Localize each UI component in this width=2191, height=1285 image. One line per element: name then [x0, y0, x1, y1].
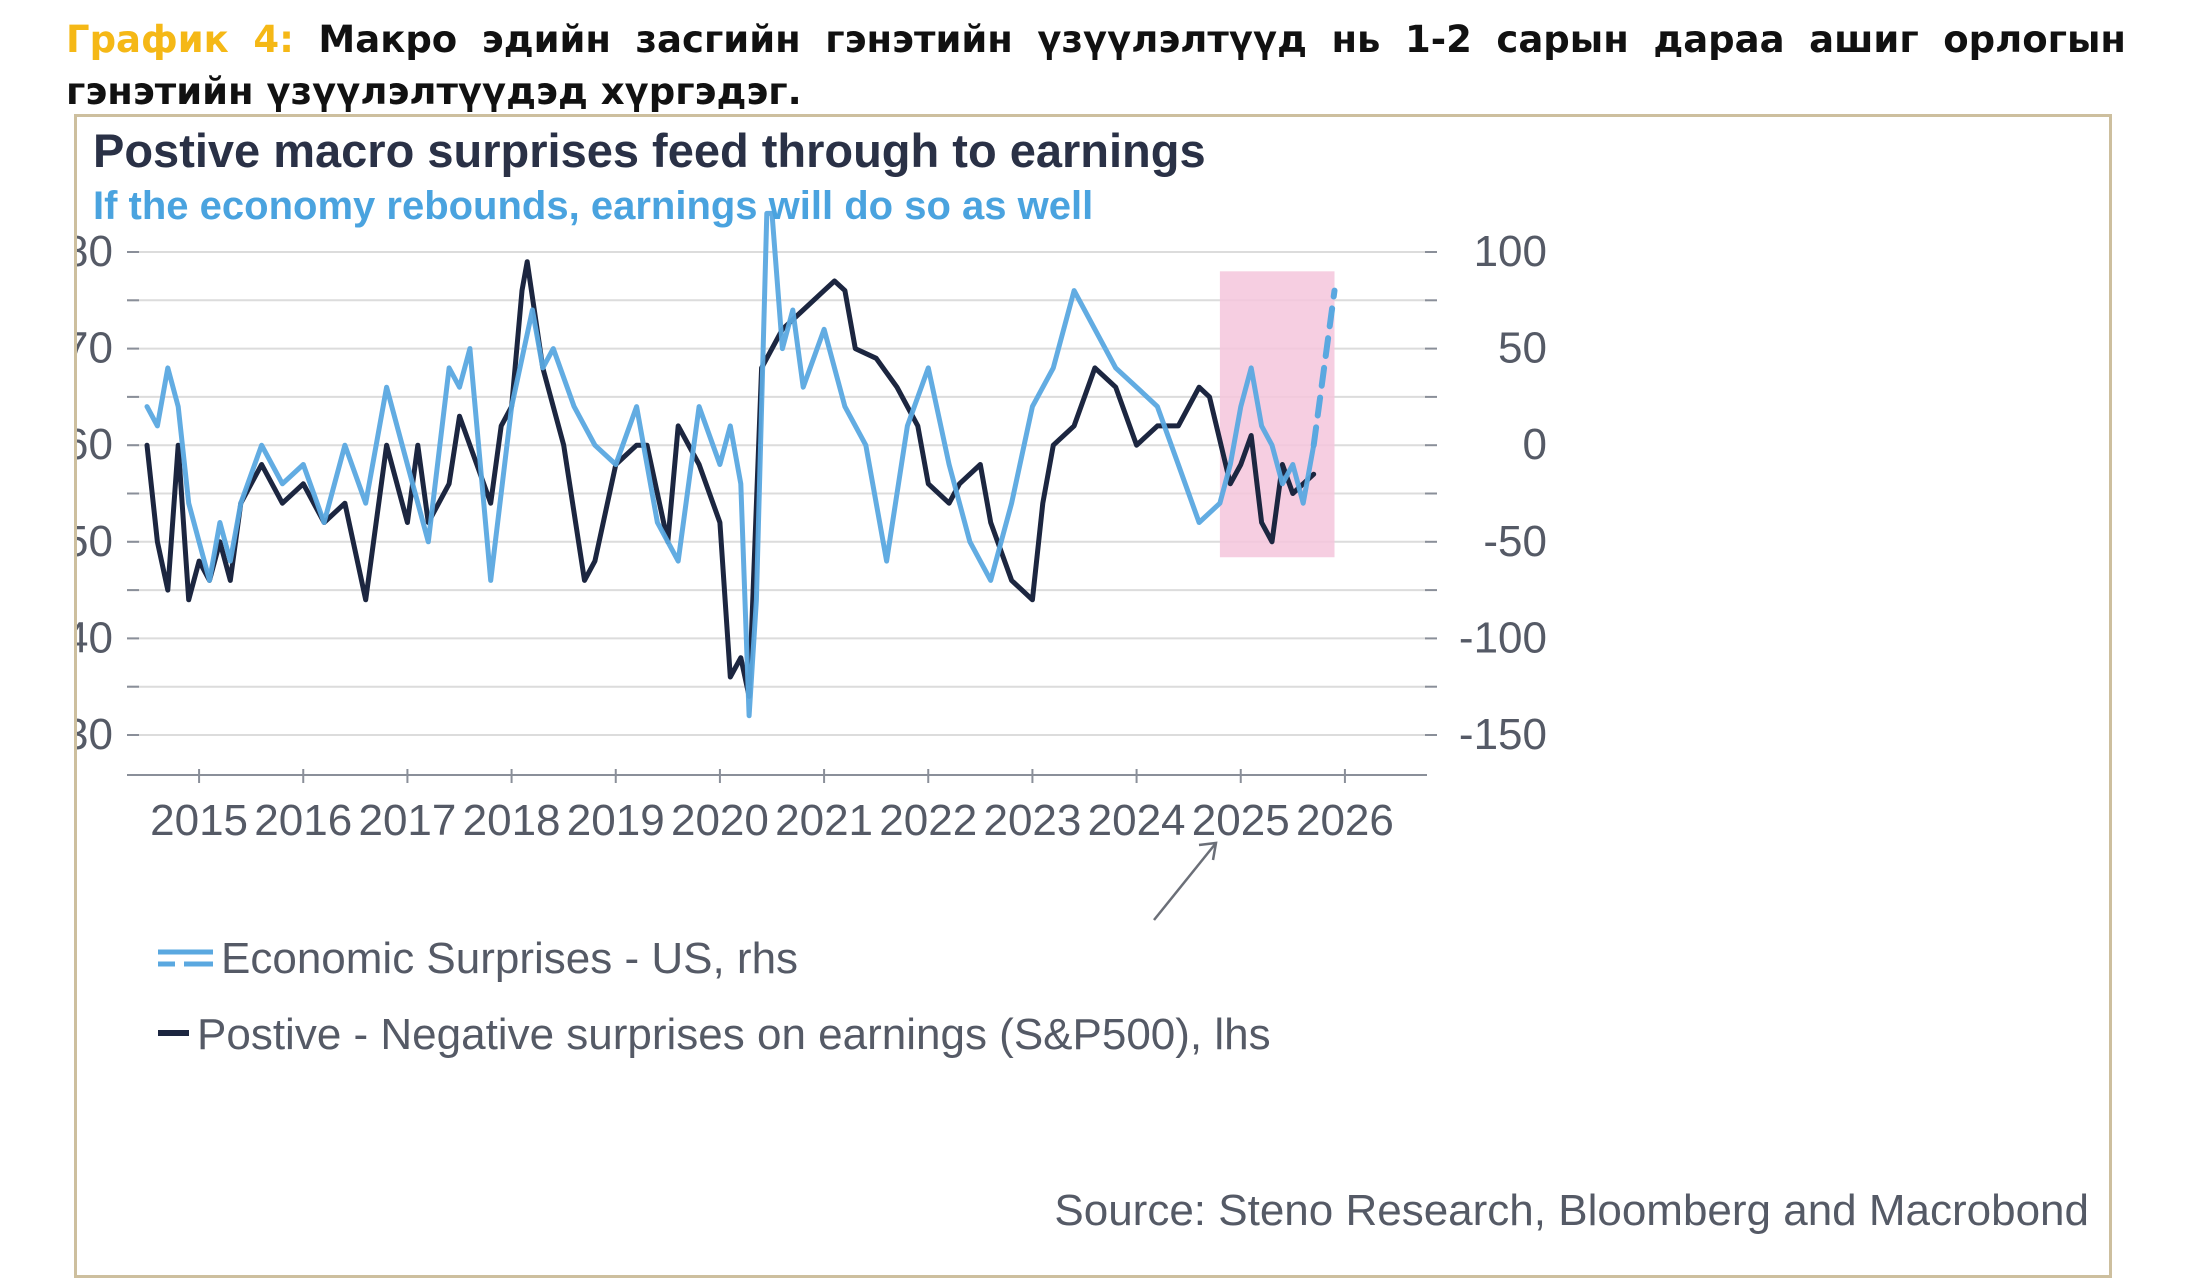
x-axis-tick-label: 2017: [358, 796, 456, 845]
left-axis-tick-label: 30: [77, 710, 113, 759]
right-axis-tick-label: -150: [1459, 710, 1547, 759]
x-axis-tick-label: 2019: [567, 796, 665, 845]
series-layer: [144, 210, 1338, 719]
x-axis-tick-label: 2016: [254, 796, 352, 845]
left-axis-tick-label: 70: [77, 324, 113, 373]
caption-text: Макро эдийн засгийн гэнэтийн үзүүлэлтүүд…: [66, 18, 2126, 113]
x-axis-tick-label: 2018: [463, 796, 561, 845]
series-forecast-economic-surprises: [1310, 287, 1338, 449]
x-axis-tick-label: 2020: [671, 796, 769, 845]
right-axis-tick-label: -50: [1483, 517, 1547, 566]
right-axis-tick-label: 0: [1523, 420, 1547, 469]
x-axis-tick-label: 2015: [150, 796, 248, 845]
right-axis-tick-label: 50: [1498, 324, 1547, 373]
chart-title: Postive macro surprises feed through to …: [93, 124, 1206, 177]
left-axis-tick-label: 80: [77, 227, 113, 276]
series-line-earnings-surprises: [144, 259, 1317, 699]
caption-label: График 4:: [66, 18, 294, 61]
legend-label-earnings-surprises: Postive - Negative surprises on earnings…: [197, 1010, 1271, 1059]
figure-caption: График 4: Макро эдийн засгийн гэнэтийн ү…: [66, 14, 2126, 118]
legend-label-economic-surprises: Economic Surprises - US, rhs: [221, 934, 798, 983]
right-axis-tick-label: -100: [1459, 613, 1547, 662]
arrow-head: [1198, 841, 1218, 861]
left-axis-tick-label: 60: [77, 420, 113, 469]
legend-item-earnings-surprises: Postive - Negative surprises on earnings…: [158, 1010, 1271, 1059]
legend: Economic Surprises - US, rhs Postive - N…: [158, 934, 1271, 1059]
x-axis-tick-label: 2021: [775, 796, 873, 845]
x-axis-tick-label: 2023: [983, 796, 1081, 845]
x-axis-tick-label: 2022: [879, 796, 977, 845]
x-axis-tick-label: 2024: [1088, 796, 1186, 845]
series-line-economic-surprises: [144, 210, 1317, 719]
left-axis-tick-label: 50: [77, 517, 113, 566]
annotation-arrow: [1153, 841, 1218, 921]
chart-subtitle: If the economy rebounds, earnings will d…: [93, 184, 1093, 228]
arrow-shaft: [1153, 842, 1217, 921]
x-axis-tick-label: 2025: [1192, 796, 1290, 845]
axis-layer: 807060504030100500-50-100-15020152016201…: [77, 227, 1547, 845]
left-axis-tick-label: 40: [77, 613, 113, 662]
x-axis-tick-label: 2026: [1296, 796, 1394, 845]
source-note: Source: Steno Research, Bloomberg and Ma…: [1054, 1186, 2089, 1235]
legend-item-economic-surprises: Economic Surprises - US, rhs: [158, 934, 798, 983]
chart-frame: 807060504030100500-50-100-15020152016201…: [74, 114, 2112, 1278]
right-axis-tick-label: 100: [1474, 227, 1547, 276]
line-chart: 807060504030100500-50-100-15020152016201…: [77, 124, 2089, 1235]
